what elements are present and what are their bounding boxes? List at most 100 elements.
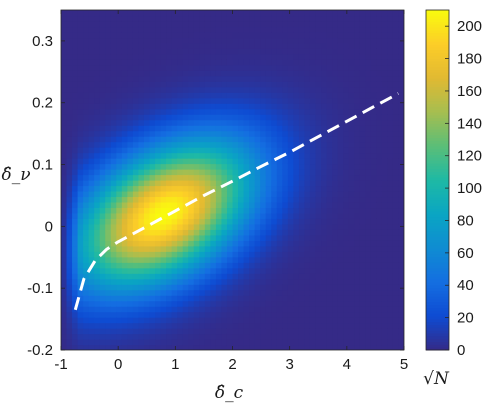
- heatmap-cell: [116, 130, 123, 137]
- heatmap-cell: [121, 169, 128, 176]
- heatmap-cell: [298, 26, 306, 33]
- heatmap-cell: [348, 31, 355, 39]
- heatmap-cell: [287, 267, 294, 274]
- heatmap-cell: [370, 92, 377, 99]
- heatmap-cell: [287, 196, 294, 203]
- heatmap-cell: [221, 15, 228, 22]
- heatmap-cell: [110, 147, 117, 154]
- heatmap-cell: [88, 311, 95, 318]
- heatmap-cell: [127, 125, 134, 132]
- colorbar-segment: [426, 75, 449, 79]
- heatmap-cell: [398, 152, 404, 159]
- heatmap-cell: [149, 223, 156, 230]
- heatmap-cell: [215, 256, 223, 263]
- heatmap-cell: [199, 245, 206, 252]
- heatmap-cell: [199, 295, 206, 302]
- heatmap-cell: [226, 273, 234, 280]
- heatmap-cell: [210, 267, 217, 274]
- heatmap-cell: [398, 108, 404, 115]
- heatmap-cell: [127, 339, 134, 346]
- heatmap-cell: [155, 322, 162, 329]
- heatmap-cell: [166, 322, 173, 329]
- heatmap-cell: [215, 158, 223, 165]
- heatmap-cell: [359, 31, 366, 39]
- heatmap-cell: [204, 333, 211, 340]
- heatmap-cell: [326, 212, 333, 219]
- heatmap-cell: [121, 70, 128, 77]
- heatmap-cell: [149, 245, 156, 252]
- heatmap-cell: [160, 344, 167, 350]
- heatmap-cell: [94, 234, 101, 241]
- heatmap-cell: [193, 339, 200, 346]
- heatmap-cell: [271, 119, 278, 126]
- heatmap-cell: [72, 70, 79, 77]
- heatmap-cell: [94, 251, 101, 258]
- heatmap-cell: [155, 306, 162, 313]
- heatmap-cell: [376, 64, 383, 71]
- heatmap-cell: [365, 180, 372, 187]
- heatmap-cell: [88, 344, 95, 350]
- heatmap-cell: [105, 218, 112, 225]
- heatmap-cell: [271, 152, 278, 159]
- heatmap-cell: [381, 163, 388, 170]
- heatmap-cell: [232, 251, 239, 258]
- heatmap-cell: [204, 267, 211, 274]
- heatmap-cell: [149, 229, 156, 236]
- heatmap-cell: [210, 10, 217, 17]
- heatmap-cell: [204, 169, 211, 176]
- heatmap-cell: [199, 300, 206, 307]
- heatmap-cell: [72, 295, 79, 302]
- heatmap-cell: [221, 322, 228, 329]
- heatmap-cell: [249, 256, 256, 263]
- heatmap-cell: [166, 64, 173, 71]
- heatmap-cell: [226, 284, 234, 291]
- heatmap-cell: [188, 218, 195, 225]
- colorbar-segment: [426, 216, 449, 221]
- heatmap-cell: [315, 114, 322, 121]
- heatmap-cell: [105, 152, 112, 159]
- heatmap-cell: [287, 229, 294, 236]
- heatmap-cell: [99, 108, 106, 115]
- heatmap-cell: [204, 344, 211, 350]
- heatmap-cell: [116, 15, 123, 22]
- heatmap-cell: [83, 196, 90, 203]
- heatmap-cell: [94, 108, 101, 115]
- heatmap-cell: [287, 114, 294, 121]
- heatmap-cell: [260, 20, 267, 28]
- heatmap-cell: [326, 256, 333, 263]
- heatmap-cell: [72, 185, 79, 192]
- heatmap-cell: [99, 240, 106, 247]
- heatmap-cell: [221, 48, 228, 55]
- heatmap-cell: [254, 75, 261, 82]
- heatmap-cell: [359, 81, 366, 88]
- heatmap-cell: [215, 240, 223, 247]
- heatmap-cell: [337, 196, 344, 203]
- heatmap-cell: [61, 339, 68, 346]
- heatmap-cell: [282, 207, 289, 214]
- heatmap-cell: [348, 64, 355, 71]
- heatmap-cell: [210, 119, 217, 126]
- heatmap-cell: [72, 322, 79, 329]
- heatmap-cell: [110, 97, 117, 104]
- heatmap-cell: [99, 152, 106, 159]
- heatmap-cell: [77, 15, 84, 22]
- colorbar-segment: [426, 245, 449, 249]
- heatmap-cell: [204, 245, 211, 252]
- heatmap-cell: [265, 75, 272, 82]
- heatmap-cell: [127, 10, 134, 17]
- heatmap-cell: [243, 130, 250, 137]
- colorbar-segment: [426, 233, 449, 238]
- heatmap-cell: [315, 169, 322, 176]
- heatmap-cell: [276, 26, 283, 33]
- heatmap-cell: [254, 278, 261, 285]
- heatmap-cell: [315, 92, 322, 99]
- heatmap-cell: [83, 31, 90, 39]
- heatmap-cell: [370, 223, 377, 230]
- heatmap-cell: [293, 20, 300, 28]
- heatmap-cell: [249, 328, 256, 335]
- colorbar-tick-label: 180: [457, 51, 482, 68]
- heatmap-cell: [99, 207, 106, 214]
- heatmap-cell: [343, 306, 350, 313]
- heatmap-cell: [127, 201, 134, 209]
- heatmap-cell: [94, 306, 101, 313]
